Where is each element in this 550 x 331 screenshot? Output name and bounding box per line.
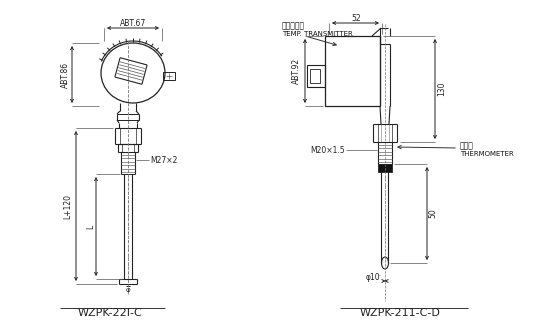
Bar	[310, 69, 320, 83]
Text: φ10: φ10	[365, 272, 380, 281]
Text: M27×2: M27×2	[150, 156, 177, 165]
Text: 130: 130	[437, 82, 447, 96]
Text: ABT.86: ABT.86	[60, 62, 69, 88]
Ellipse shape	[101, 43, 165, 103]
Text: 50: 50	[428, 209, 437, 218]
Text: L: L	[86, 224, 96, 229]
Text: L+120: L+120	[63, 194, 73, 218]
Text: WZPK-211-C-D: WZPK-211-C-D	[360, 308, 441, 318]
Text: TEMP. TRANSMITTER: TEMP. TRANSMITTER	[282, 31, 353, 37]
Text: 温度计: 温度计	[460, 141, 474, 151]
Ellipse shape	[382, 257, 388, 269]
Bar	[378, 164, 392, 172]
Bar	[163, 72, 175, 80]
Bar	[325, 36, 380, 106]
Text: 温度传感器: 温度传感器	[282, 22, 305, 30]
Text: φ: φ	[126, 287, 130, 293]
Text: ABT.92: ABT.92	[292, 58, 300, 84]
Text: M20×1.5: M20×1.5	[310, 146, 345, 155]
Text: THERMOMETER: THERMOMETER	[460, 151, 514, 157]
Text: 52: 52	[351, 14, 361, 23]
Text: WZPK-22I-C: WZPK-22I-C	[78, 308, 142, 318]
Bar	[307, 65, 325, 87]
Text: ABT.67: ABT.67	[120, 19, 146, 27]
